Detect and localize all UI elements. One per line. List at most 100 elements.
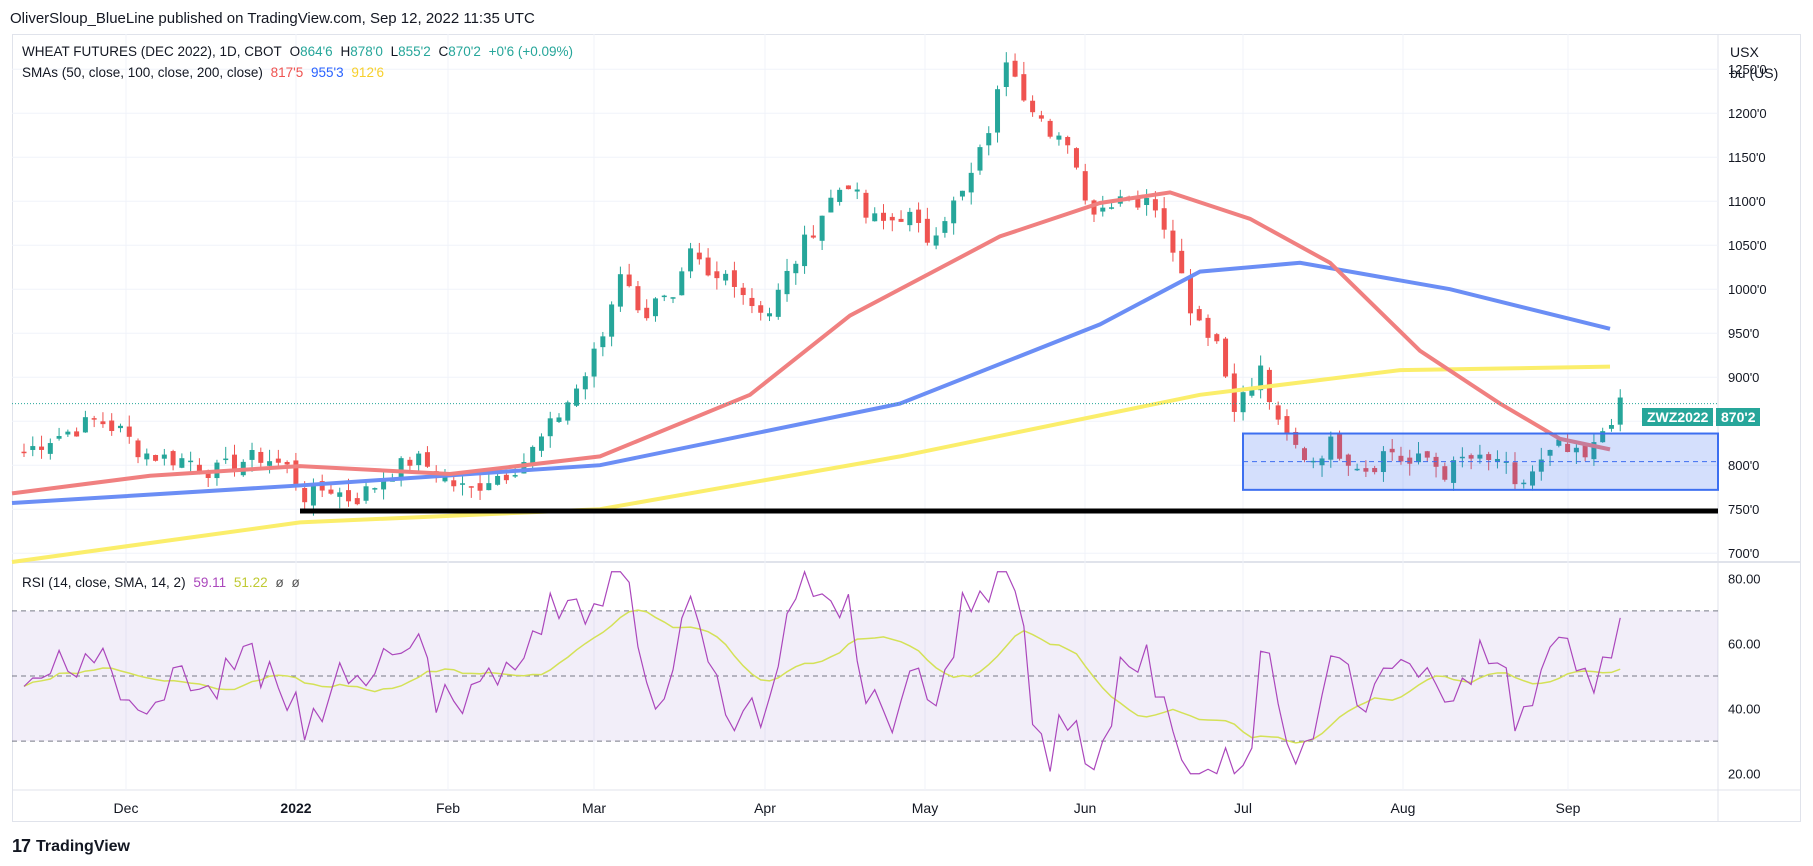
candle-body <box>354 498 360 505</box>
candle-body <box>1512 462 1518 485</box>
candle-body <box>503 474 509 481</box>
time-tick-label: Mar <box>582 800 606 816</box>
rsi-legend: RSI (14, close, SMA, 14, 2) 59.11 51.22 … <box>22 575 304 590</box>
candle-body <box>1047 120 1053 137</box>
candle-body <box>407 459 413 466</box>
candle-body <box>1205 317 1211 338</box>
candle-body <box>1109 207 1115 209</box>
candle-body <box>512 475 518 477</box>
candle-body <box>460 483 466 485</box>
candle-body <box>1363 468 1369 472</box>
candle-body <box>898 218 904 222</box>
candle-body <box>1223 338 1229 377</box>
price-tick-label: 900'0 <box>1728 370 1759 385</box>
candle-body <box>1293 431 1299 445</box>
sma50-value: 817'5 <box>270 65 304 80</box>
last-price-badge: 870'2 <box>1716 408 1761 426</box>
candle-body <box>793 263 799 274</box>
candle-body <box>100 421 106 425</box>
candle-body <box>1187 276 1193 314</box>
candle-body <box>424 452 430 467</box>
candle-body <box>617 274 623 307</box>
rsi-extra-2: ø <box>291 575 300 590</box>
sma200-value: 912'6 <box>351 65 385 80</box>
candle-body <box>951 200 957 224</box>
candle-body <box>1345 454 1351 466</box>
candle-body <box>986 133 992 146</box>
sma100-value: 955'3 <box>311 65 344 80</box>
rsi-line <box>23 569 1621 775</box>
rsi-value: 59.11 <box>193 575 227 590</box>
candle-body <box>942 221 948 233</box>
candle-body <box>1328 436 1334 460</box>
candle-body <box>1003 62 1009 87</box>
candle-body <box>1503 461 1509 463</box>
rsi-band <box>12 610 1718 742</box>
candle-body <box>907 211 913 226</box>
candle-body <box>652 298 658 317</box>
candle-body <box>1617 397 1623 425</box>
legend-change: +0'6 (+0.09%) <box>488 44 574 59</box>
candle-body <box>293 460 299 487</box>
candle-body <box>881 212 887 221</box>
candle-body <box>117 425 123 429</box>
candle-body <box>530 446 536 465</box>
candle-body <box>1214 334 1220 342</box>
candle-body <box>924 218 930 243</box>
legend-title: WHEAT FUTURES (DEC 2022), 1D, CBOT <box>22 44 282 59</box>
candle-body <box>582 376 588 390</box>
candles <box>21 52 1623 516</box>
candle-body <box>1547 449 1553 456</box>
rsi-tick-label: 20.00 <box>1728 767 1761 782</box>
candle-body <box>188 460 194 463</box>
candle-body <box>644 307 650 319</box>
candle-body <box>661 295 667 298</box>
price-tick-label: 1250'0 <box>1728 62 1767 77</box>
time-tick-label: May <box>912 800 938 816</box>
candle-body <box>1231 373 1237 412</box>
candle-body <box>1082 171 1088 201</box>
candle-body <box>1021 74 1027 101</box>
candle-body <box>556 417 562 422</box>
candle-body <box>135 440 141 458</box>
candle-body <box>161 454 167 459</box>
candle-body <box>547 418 553 437</box>
candle-body <box>1380 451 1386 473</box>
price-tick-label: 800'0 <box>1728 458 1759 473</box>
rsi-extra-1: ø <box>275 575 284 590</box>
candle-body <box>591 348 597 377</box>
candle-body <box>1152 199 1158 211</box>
candle-body <box>714 271 720 279</box>
time-tick-label: Jul <box>1234 800 1252 816</box>
candle-body <box>609 304 615 337</box>
candle-body <box>74 431 80 437</box>
sma-legend-title: SMAs (50, close, 100, close, 200, close) <box>22 65 263 80</box>
candle-body <box>196 464 202 472</box>
candle-body <box>1573 447 1579 453</box>
candle-body <box>381 481 387 490</box>
candle-body <box>863 192 869 218</box>
candle-body <box>1056 135 1062 140</box>
candle-body <box>854 189 860 192</box>
candle-body <box>810 235 816 238</box>
candle-body <box>91 418 97 420</box>
candle-body <box>933 235 939 246</box>
candle-body <box>670 297 676 299</box>
candle-body <box>1494 458 1500 462</box>
candle-body <box>1538 459 1544 472</box>
candle-body <box>1582 445 1588 458</box>
candle-body <box>758 305 764 313</box>
candle-body <box>1275 405 1281 420</box>
candle-body <box>249 449 255 460</box>
candle-body <box>1310 460 1316 463</box>
candle-body <box>477 483 483 491</box>
candle-body <box>1486 454 1492 460</box>
candle-body <box>39 446 45 450</box>
candle-body <box>179 458 185 468</box>
candle-body <box>1091 200 1097 215</box>
candle-body <box>495 475 501 485</box>
candle-body <box>600 336 606 348</box>
price-tick-label: 1000'0 <box>1728 282 1767 297</box>
candle-body <box>1459 456 1465 459</box>
